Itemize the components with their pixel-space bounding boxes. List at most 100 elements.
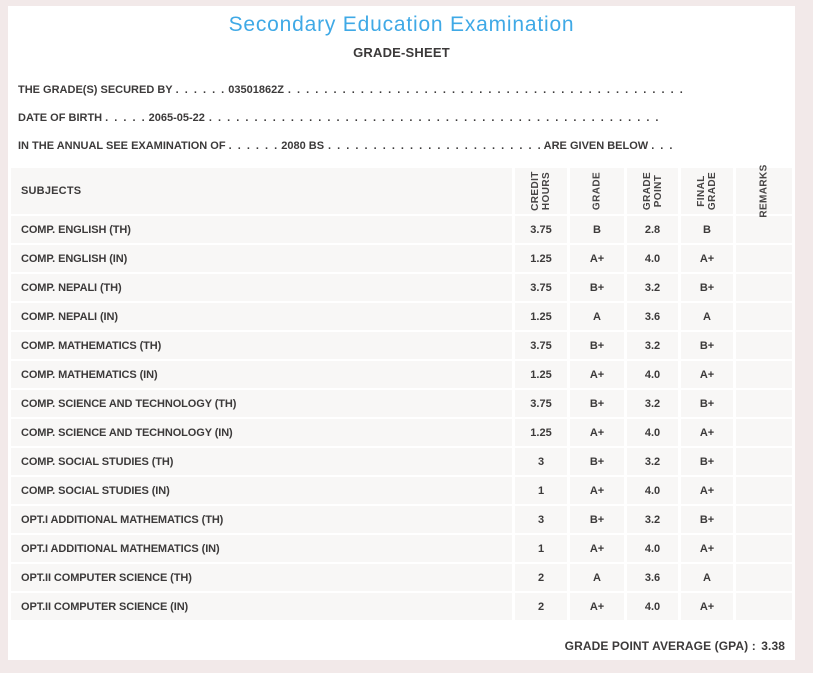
table-row: COMP. ENGLISH (TH) 3.75 B 2.8 B xyxy=(11,216,792,243)
gpa-line: GRADE POINT AVERAGE (GPA) : 3.38 xyxy=(8,639,795,653)
final-grade-cell: A+ xyxy=(681,245,733,272)
remarks-cell xyxy=(736,477,792,504)
subject-cell: COMP. SCIENCE AND TECHNOLOGY (TH) xyxy=(11,390,512,417)
subject-cell: OPT.I ADDITIONAL MATHEMATICS (IN) xyxy=(11,535,512,562)
credit-hours-cell: 1.25 xyxy=(515,361,567,388)
final-grade-cell: A+ xyxy=(681,535,733,562)
grade-point-cell: 3.6 xyxy=(627,564,678,591)
grade-point-cell: 4.0 xyxy=(627,419,678,446)
table-row: OPT.I ADDITIONAL MATHEMATICS (IN) 1 A+ 4… xyxy=(11,535,792,562)
subject-cell: COMP. ENGLISH (IN) xyxy=(11,245,512,272)
credit-hours-cell: 3.75 xyxy=(515,390,567,417)
credit-hours-cell: 3 xyxy=(515,448,567,475)
grade-cell: A xyxy=(570,303,624,330)
credit-hours-cell: 3.75 xyxy=(515,332,567,359)
subject-cell: COMP. SOCIAL STUDIES (TH) xyxy=(11,448,512,475)
grade-point-header-text: GRADE POINT xyxy=(641,171,664,211)
credit-hours-cell: 2 xyxy=(515,593,567,620)
gpa-label: GRADE POINT AVERAGE (GPA) : xyxy=(564,639,756,653)
table-row: COMP. ENGLISH (IN) 1.25 A+ 4.0 A+ xyxy=(11,245,792,272)
grade-cell: A+ xyxy=(570,477,624,504)
subject-cell: OPT.II COMPUTER SCIENCE (IN) xyxy=(11,593,512,620)
remarks-header-text: REMARKS xyxy=(758,164,770,218)
col-header-remarks: REMARKS xyxy=(736,164,792,218)
table-row: COMP. SCIENCE AND TECHNOLOGY (TH) 3.75 B… xyxy=(11,390,792,417)
final-grade-cell: A+ xyxy=(681,361,733,388)
final-grade-cell: B+ xyxy=(681,390,733,417)
table-row: COMP. MATHEMATICS (TH) 3.75 B+ 3.2 B+ xyxy=(11,332,792,359)
credit-hours-cell: 1 xyxy=(515,535,567,562)
final-grade-cell: A+ xyxy=(681,593,733,620)
grade-point-cell: 4.0 xyxy=(627,535,678,562)
grade-header-text: GRADE xyxy=(591,171,603,211)
remarks-cell xyxy=(736,593,792,620)
dot-trailer: . . . xyxy=(651,140,673,152)
subject-cell: COMP. NEPALI (IN) xyxy=(11,303,512,330)
subject-cell: COMP. MATHEMATICS (IN) xyxy=(11,361,512,388)
dot-trailer: . . . . . . . . . . . . . . . . . . . . … xyxy=(287,84,683,96)
remarks-cell xyxy=(736,303,792,330)
final-grade-cell: A+ xyxy=(681,419,733,446)
grade-cell: A+ xyxy=(570,535,624,562)
grades-table: SUBJECTS CREDIT HOURS GRADE GRADE POINT … xyxy=(8,164,795,622)
grade-cell: B+ xyxy=(570,448,624,475)
date-of-birth-label: DATE OF BIRTH xyxy=(18,112,103,124)
credit-hours-cell: 1.25 xyxy=(515,303,567,330)
subject-cell: COMP. SOCIAL STUDIES (IN) xyxy=(11,477,512,504)
grade-cell: B+ xyxy=(570,332,624,359)
grade-point-cell: 3.2 xyxy=(627,390,678,417)
col-header-subjects: SUBJECTS xyxy=(11,168,512,214)
remarks-cell xyxy=(736,361,792,388)
grade-point-cell: 3.2 xyxy=(627,448,678,475)
table-row: OPT.II COMPUTER SCIENCE (IN) 2 A+ 4.0 A+ xyxy=(11,593,792,620)
credit-hours-header-text: CREDIT HOURS xyxy=(530,171,552,211)
examination-year-value: 2080 BS xyxy=(281,140,325,152)
credit-hours-cell: 3.75 xyxy=(515,274,567,301)
grade-cell: B+ xyxy=(570,274,624,301)
grade-point-cell: 2.8 xyxy=(627,216,678,243)
table-row: COMP. NEPALI (TH) 3.75 B+ 3.2 B+ xyxy=(11,274,792,301)
grade-point-cell: 4.0 xyxy=(627,361,678,388)
table-row: OPT.II COMPUTER SCIENCE (TH) 2 A 3.6 A xyxy=(11,564,792,591)
table-row: COMP. SOCIAL STUDIES (TH) 3 B+ 3.2 B+ xyxy=(11,448,792,475)
remarks-cell xyxy=(736,332,792,359)
remarks-cell xyxy=(736,245,792,272)
dot-trailer: . . . . . . . . . . . . . . . . . . . . … xyxy=(328,140,541,152)
grade-cell: A+ xyxy=(570,361,624,388)
grade-cell: A+ xyxy=(570,245,624,272)
remarks-cell xyxy=(736,274,792,301)
subject-cell: OPT.II COMPUTER SCIENCE (TH) xyxy=(11,564,512,591)
credit-hours-cell: 2 xyxy=(515,564,567,591)
grade-point-cell: 3.2 xyxy=(627,274,678,301)
examination-label: IN THE ANNUAL SEE EXAMINATION OF xyxy=(18,140,226,152)
remarks-cell xyxy=(736,448,792,475)
table-header-row: SUBJECTS CREDIT HOURS GRADE GRADE POINT … xyxy=(11,164,792,218)
subject-cell: COMP. NEPALI (TH) xyxy=(11,274,512,301)
grade-cell: B+ xyxy=(570,506,624,533)
grade-sheet-card: Secondary Education Examination GRADE-SH… xyxy=(8,6,795,660)
secured-by-label: THE GRADE(S) SECURED BY xyxy=(18,84,173,96)
remarks-cell xyxy=(736,419,792,446)
grade-cell: B xyxy=(570,216,624,243)
grade-cell: A+ xyxy=(570,593,624,620)
subject-cell: OPT.I ADDITIONAL MATHEMATICS (TH) xyxy=(11,506,512,533)
page-title: Secondary Education Examination xyxy=(228,13,575,36)
final-grade-cell: B xyxy=(681,216,733,243)
final-grade-cell: A+ xyxy=(681,477,733,504)
info-line-date-of-birth: DATE OF BIRTH. . . . . 2065-05-22. . . . … xyxy=(18,104,795,132)
table-row: COMP. SCIENCE AND TECHNOLOGY (IN) 1.25 A… xyxy=(11,419,792,446)
credit-hours-cell: 1.25 xyxy=(515,419,567,446)
col-header-grade-point: GRADE POINT xyxy=(627,168,678,214)
credit-hours-cell: 1 xyxy=(515,477,567,504)
grade-cell: A+ xyxy=(570,419,624,446)
page-subtitle: GRADE-SHEET xyxy=(353,45,450,60)
credit-hours-cell: 3 xyxy=(515,506,567,533)
table-row: COMP. NEPALI (IN) 1.25 A 3.6 A xyxy=(11,303,792,330)
col-header-grade: GRADE xyxy=(570,168,624,214)
final-grade-cell: A xyxy=(681,303,733,330)
subject-cell: COMP. SCIENCE AND TECHNOLOGY (IN) xyxy=(11,419,512,446)
final-grade-cell: B+ xyxy=(681,448,733,475)
credit-hours-cell: 3.75 xyxy=(515,216,567,243)
are-given-below-label: ARE GIVEN BELOW xyxy=(543,140,649,152)
info-line-secured-by: THE GRADE(S) SECURED BY. . . . . . 035018… xyxy=(18,76,795,104)
